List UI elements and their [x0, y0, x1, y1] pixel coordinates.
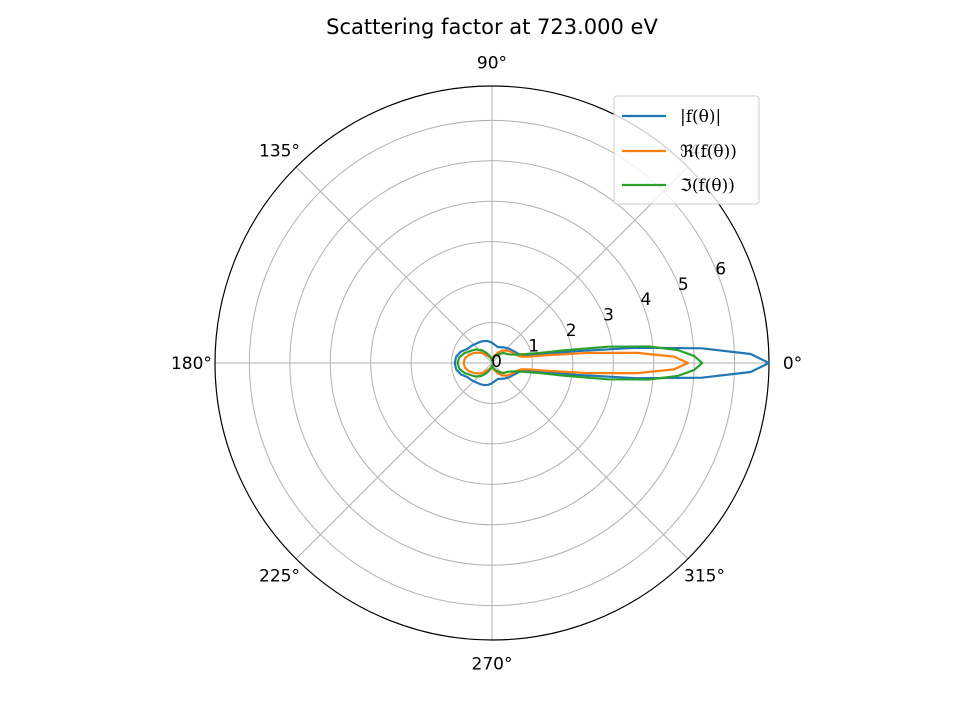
radial-tick-label: 4 — [641, 290, 652, 310]
angular-tick-label: 270° — [472, 655, 513, 675]
angular-gridline — [295, 166, 493, 364]
series-line-0 — [453, 339, 771, 387]
legend-label-real: ℜ(f(θ)) — [680, 142, 737, 162]
chart-title: Scattering factor at 723.000 eV — [326, 15, 658, 39]
angular-tick-label: 180° — [171, 354, 212, 374]
angular-tick-label: 225° — [259, 567, 300, 587]
angular-gridline — [295, 362, 493, 560]
radial-tick-label: 5 — [678, 275, 689, 295]
legend-frame — [613, 95, 760, 205]
legend-label-abs: |f(θ)| — [680, 107, 721, 127]
angular-tick-label: 315° — [684, 567, 725, 587]
radial-tick-label: 6 — [715, 259, 726, 279]
radial-tick-label: 2 — [566, 321, 577, 341]
series-line-2 — [456, 345, 704, 381]
series-layer — [453, 339, 771, 387]
angular-gridline — [491, 362, 689, 560]
legend-label-imag: ℑ(f(θ)) — [680, 176, 735, 196]
angular-tick-label: 135° — [259, 141, 300, 161]
radial-tick-label: 3 — [603, 306, 614, 326]
radial-tick-label: 0 — [491, 352, 502, 372]
legend: |f(θ)| ℜ(f(θ)) ℑ(f(θ)) — [613, 95, 760, 205]
angular-tick-label: 90° — [477, 53, 507, 73]
radial-tick-label: 1 — [528, 337, 539, 357]
angular-tick-label: 0° — [783, 354, 802, 374]
